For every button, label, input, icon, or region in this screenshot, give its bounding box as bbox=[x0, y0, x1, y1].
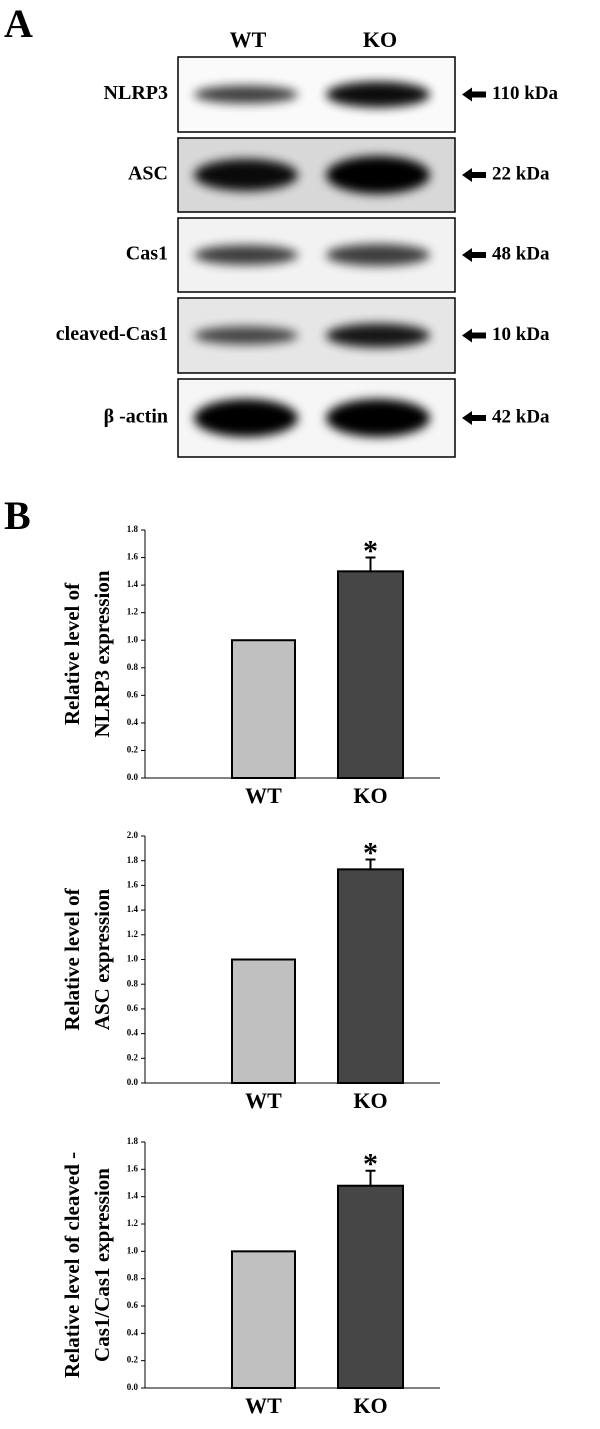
y-tick-label: 1.0 bbox=[127, 634, 139, 644]
blot-band bbox=[326, 323, 430, 348]
y-axis-label-line: Relative level of bbox=[60, 582, 84, 725]
size-label: 42 kDa bbox=[492, 406, 550, 427]
error-bar bbox=[365, 1169, 376, 1186]
lane-label: WT bbox=[230, 27, 267, 52]
y-tick-label: 1.2 bbox=[127, 1218, 139, 1228]
arrow bbox=[462, 248, 486, 262]
row-label: ASC bbox=[128, 163, 168, 185]
panel-label: B bbox=[4, 493, 31, 538]
x-tick-label: KO bbox=[353, 1088, 387, 1113]
y-axis-label-line: Relative level of cleaved - bbox=[60, 1152, 84, 1378]
error-bar bbox=[365, 556, 376, 572]
x-tick-label: KO bbox=[353, 783, 387, 808]
y-tick-label: 0.0 bbox=[127, 1382, 139, 1392]
row-label: Cas1 bbox=[126, 243, 168, 265]
blot-band bbox=[194, 326, 298, 345]
x-tick-label: KO bbox=[353, 1393, 387, 1418]
y-tick-label: 0.0 bbox=[127, 1077, 139, 1087]
blot-band bbox=[326, 156, 430, 194]
y-tick-label: 1.8 bbox=[127, 1136, 139, 1146]
size-label: 48 kDa bbox=[492, 243, 550, 264]
y-tick-label: 1.4 bbox=[127, 904, 139, 914]
error-bar bbox=[365, 858, 376, 870]
x-tick-label: WT bbox=[245, 1393, 282, 1418]
bar bbox=[231, 639, 296, 779]
arrow bbox=[462, 328, 486, 343]
y-tick-label: 0.2 bbox=[127, 1052, 139, 1062]
arrow bbox=[462, 87, 486, 102]
row-label: cleaved-Cas1 bbox=[56, 323, 168, 345]
blot-band bbox=[194, 399, 298, 437]
y-tick-label: 1.0 bbox=[127, 954, 139, 964]
size-label: 110 kDa bbox=[492, 83, 558, 104]
y-axis-label-line: NLRP3 expression bbox=[90, 570, 114, 737]
size-label: 22 kDa bbox=[492, 163, 550, 184]
y-axis-label: Relative level of cleaved - Cas1/Cas1 exp… bbox=[60, 1152, 114, 1378]
y-axis-label: Relative level of NLRP3 expression bbox=[60, 570, 114, 737]
y-tick-label: 1.8 bbox=[127, 855, 139, 865]
bar bbox=[337, 868, 404, 1084]
y-tick-label: 1.2 bbox=[127, 607, 139, 617]
y-axis-label-line: Relative level of bbox=[60, 887, 84, 1030]
arrow bbox=[462, 411, 486, 425]
y-tick-label: 2.0 bbox=[127, 830, 139, 840]
size-label: 10 kDa bbox=[492, 324, 550, 345]
arrow bbox=[462, 168, 486, 182]
y-tick-label: 0.4 bbox=[127, 717, 139, 727]
blot-band bbox=[326, 81, 430, 108]
y-tick-label: 0.8 bbox=[127, 1273, 139, 1283]
blot-band bbox=[194, 245, 298, 265]
y-tick-label: 0.2 bbox=[127, 745, 139, 755]
annotation: * bbox=[363, 534, 378, 567]
y-tick-label: 0.6 bbox=[127, 689, 139, 699]
y-tick-label: 0.6 bbox=[127, 1300, 139, 1310]
row-label: NLRP3 bbox=[104, 82, 168, 104]
lane-label: KO bbox=[363, 27, 397, 52]
y-tick-label: 0.8 bbox=[127, 978, 139, 988]
y-axis-label-line: ASC expression bbox=[90, 888, 114, 1030]
x-tick-label: WT bbox=[245, 783, 282, 808]
y-tick-label: 0.6 bbox=[127, 1003, 139, 1013]
y-tick-label: 0.0 bbox=[127, 772, 139, 782]
annotation: * bbox=[363, 1148, 378, 1181]
blot-band bbox=[194, 159, 298, 191]
blot-band bbox=[194, 85, 298, 104]
panel-label: A bbox=[4, 1, 33, 46]
annotation: * bbox=[363, 836, 378, 869]
y-tick-label: 0.4 bbox=[127, 1028, 139, 1038]
bar bbox=[231, 1250, 296, 1390]
bar bbox=[337, 570, 404, 779]
blot-band bbox=[326, 244, 430, 266]
y-tick-label: 1.4 bbox=[127, 1191, 139, 1201]
y-axis-label: Relative level of ASC expression bbox=[60, 887, 114, 1030]
x-tick-label: WT bbox=[245, 1088, 282, 1113]
y-tick-label: 1.0 bbox=[127, 1245, 139, 1255]
y-tick-label: 1.6 bbox=[127, 1163, 139, 1173]
y-tick-label: 1.6 bbox=[127, 879, 139, 889]
y-tick-label: 1.8 bbox=[127, 524, 139, 534]
y-tick-label: 0.8 bbox=[127, 662, 139, 672]
bar bbox=[337, 1184, 404, 1389]
blot-band bbox=[326, 399, 430, 437]
y-tick-label: 1.6 bbox=[127, 552, 139, 562]
bar bbox=[231, 958, 296, 1084]
y-tick-label: 1.2 bbox=[127, 929, 139, 939]
y-axis-label-line: Cas1/Cas1 expression bbox=[90, 1168, 114, 1362]
y-tick-label: 1.4 bbox=[127, 579, 139, 589]
y-tick-label: 0.4 bbox=[127, 1327, 139, 1337]
y-tick-label: 0.2 bbox=[127, 1355, 139, 1365]
row-label: β -actin bbox=[104, 406, 168, 428]
